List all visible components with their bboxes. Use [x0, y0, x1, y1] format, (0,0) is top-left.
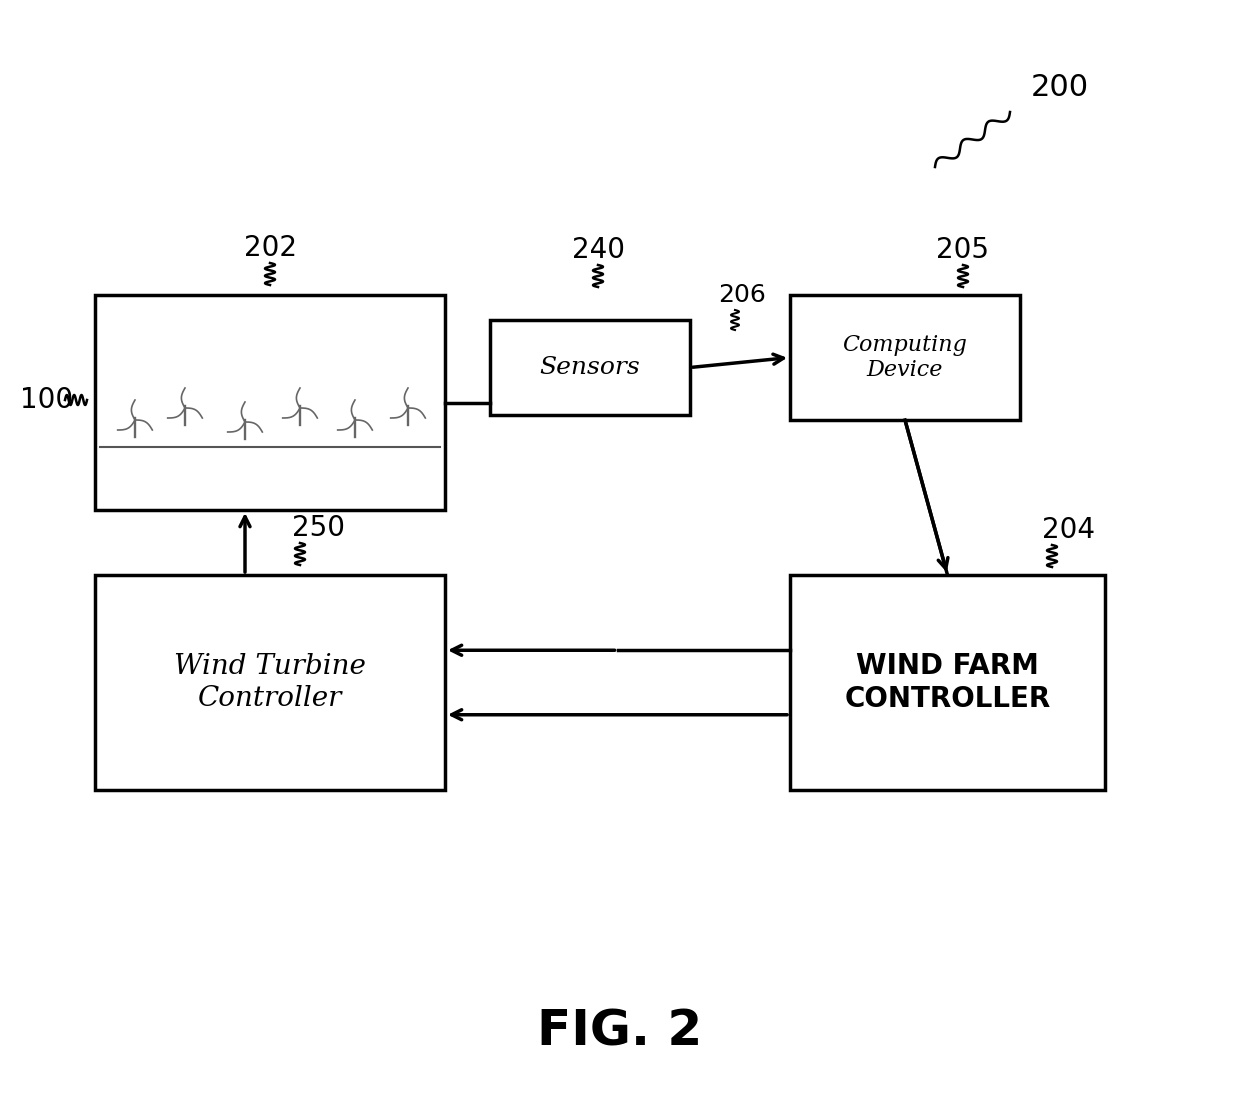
Text: 250: 250	[291, 514, 345, 542]
Text: Wind Turbine
Controller: Wind Turbine Controller	[174, 653, 366, 712]
Bar	[490, 320, 689, 415]
Text: WIND FARM
CONTROLLER: WIND FARM CONTROLLER	[844, 652, 1050, 713]
Bar	[95, 575, 445, 790]
Text: 202: 202	[243, 234, 296, 262]
Text: FIG. 2: FIG. 2	[537, 1008, 703, 1056]
Bar	[790, 295, 1021, 420]
Text: 204: 204	[1042, 516, 1095, 544]
Text: Computing
Device: Computing Device	[842, 333, 967, 382]
Text: Sensors: Sensors	[539, 356, 640, 380]
Text: 200: 200	[1030, 74, 1089, 102]
Bar	[790, 575, 1105, 790]
Text: 205: 205	[936, 236, 990, 264]
Text: 100: 100	[20, 386, 73, 414]
Text: 240: 240	[572, 236, 625, 264]
Bar	[95, 295, 445, 510]
Text: 206: 206	[718, 283, 766, 307]
